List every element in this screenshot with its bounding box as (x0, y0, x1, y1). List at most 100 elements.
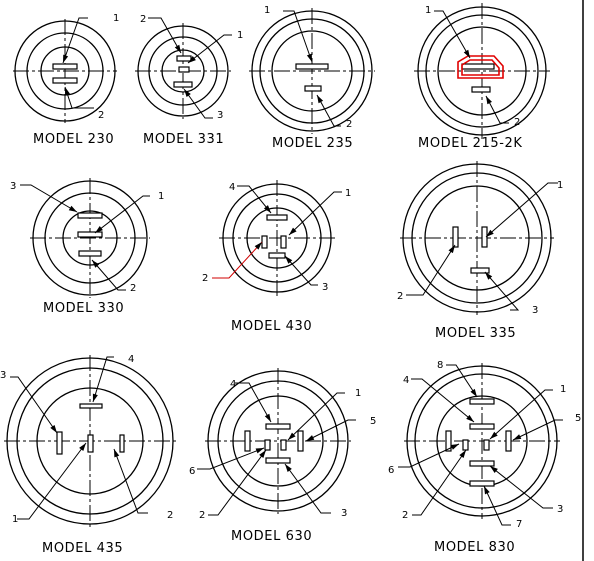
leader-line (10, 376, 58, 434)
leader-line (197, 447, 265, 470)
pin-number-label: 1 (113, 13, 119, 24)
arrow-head (92, 260, 100, 268)
pin-terminal (280, 439, 287, 451)
connector-model: 1 2 3 MODEL 335 (397, 161, 563, 341)
arrow-head (65, 87, 70, 96)
pin-terminal (304, 85, 322, 92)
pin-terminal (268, 252, 286, 259)
connector-model: 3 1 2 MODEL 330 (10, 178, 164, 316)
arrow-head (486, 96, 492, 105)
pin-number-label: 3 (322, 282, 328, 293)
leader-line (183, 88, 213, 119)
model-label: MODEL 331 (143, 132, 224, 147)
leader-line (94, 195, 150, 234)
connector-model: 1 2 MODEL 215-2K (414, 3, 550, 151)
leader-line (284, 463, 331, 514)
pin-terminal (265, 457, 291, 464)
leader-line (113, 448, 148, 514)
model-label: MODEL 430 (231, 319, 312, 334)
arrow-head (317, 95, 324, 104)
leader-line (446, 364, 478, 398)
pin-terminal (295, 63, 329, 70)
pin-number-label: 2 (140, 14, 146, 25)
leader-line (20, 184, 78, 213)
pin-terminal (471, 86, 491, 93)
pin-terminal (469, 480, 495, 487)
pin-terminal (470, 267, 490, 274)
leader-line (92, 356, 114, 403)
pin-terminal (483, 439, 490, 451)
connector-model: 4 1 2 3 MODEL 430 (202, 180, 351, 334)
pin-number-label: 6 (189, 466, 195, 477)
pin-terminal (244, 430, 251, 452)
leader-line (406, 244, 456, 296)
pin-number-label: 1 (345, 188, 351, 199)
pin-number-label: 2 (346, 119, 352, 130)
pin-terminal (56, 431, 63, 455)
model-label: MODEL 335 (435, 326, 516, 341)
arrow-head (254, 242, 262, 250)
model-label: MODEL 330 (43, 301, 124, 316)
pin-number-label: 1 (237, 30, 243, 41)
arrow-head (285, 256, 293, 264)
arrow-head (466, 414, 474, 422)
arrow-head (263, 205, 271, 213)
model-label: MODEL 215-2K (418, 136, 523, 151)
pin-number-label: 2 (98, 110, 104, 121)
leader-line (434, 10, 471, 59)
connector-model: 1 2 3 MODEL 331 (135, 14, 243, 147)
pin-number-label: 4 (229, 182, 235, 193)
arrow-head (50, 424, 57, 433)
pin-terminal (280, 235, 287, 249)
pin-number-label: 5 (370, 416, 376, 427)
pin-terminal (481, 226, 488, 248)
arrow-head (188, 56, 196, 63)
pin-terminal (461, 63, 495, 70)
arrow-head (68, 205, 77, 212)
pin-number-label: 3 (10, 181, 16, 192)
pin-number-label: 1 (355, 388, 361, 399)
pin-number-label: 2 (397, 291, 403, 302)
leader-line (512, 419, 563, 441)
pin-terminal (119, 434, 125, 453)
pin-number-label: 3 (0, 370, 6, 381)
connector-model: 4 3 1 2 MODEL 435 (0, 354, 176, 556)
leader-line (17, 442, 87, 520)
model-label: MODEL 230 (33, 132, 114, 147)
pin-number-label: 5 (575, 413, 581, 424)
leader-line (305, 419, 356, 442)
leader-line (237, 185, 272, 214)
leader-line (288, 191, 342, 236)
connector-model: 1 2 MODEL 235 (249, 5, 375, 151)
leader-line (235, 382, 272, 423)
pin-terminal (77, 212, 103, 219)
model-label: MODEL 435 (42, 541, 123, 556)
arrow-head (486, 229, 494, 237)
model-label: MODEL 830 (434, 540, 515, 555)
leader-line (148, 17, 182, 54)
connector-model: 4 1 5 6 2 3 MODEL 630 (189, 368, 376, 544)
arrow-head (485, 272, 493, 280)
arrow-head (448, 245, 455, 254)
pin-terminal (264, 439, 271, 451)
pin-terminal (297, 430, 304, 452)
arrow-head (470, 388, 477, 397)
leader-line (283, 10, 313, 63)
arrow-head (306, 53, 312, 62)
arrow-head (255, 448, 264, 454)
leader-line (187, 34, 232, 64)
pin-terminal (505, 430, 512, 452)
arrow-head (450, 444, 459, 450)
arrow-head (289, 227, 297, 235)
arrow-head (490, 466, 498, 474)
pin-number-label: 1 (425, 5, 431, 16)
leader-line (62, 17, 88, 64)
arrow-head (288, 432, 296, 440)
pin-number-label: 4 (230, 379, 236, 390)
pin-number-label: 2 (402, 510, 408, 521)
pin-number-label: 1 (557, 180, 563, 191)
leader-line (212, 241, 263, 279)
pin-number-label: 4 (128, 354, 134, 365)
pin-terminal (79, 403, 103, 409)
